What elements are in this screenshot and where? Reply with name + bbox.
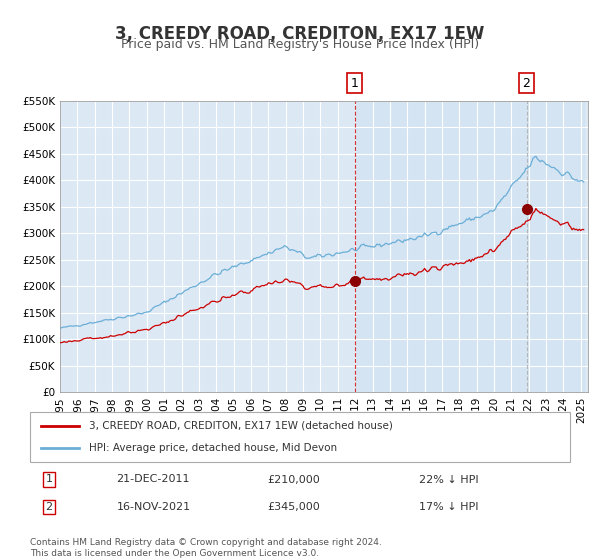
Text: 17% ↓ HPI: 17% ↓ HPI [419, 502, 478, 512]
Bar [355, 101, 584, 392]
Text: 3, CREEDY ROAD, CREDITON, EX17 1EW (detached house): 3, CREEDY ROAD, CREDITON, EX17 1EW (deta… [89, 421, 393, 431]
Text: 3, CREEDY ROAD, CREDITON, EX17 1EW: 3, CREEDY ROAD, CREDITON, EX17 1EW [115, 25, 485, 43]
Text: 2: 2 [46, 502, 52, 512]
Text: 16-NOV-2021: 16-NOV-2021 [116, 502, 191, 512]
Text: 22% ↓ HPI: 22% ↓ HPI [419, 474, 478, 484]
Text: 1: 1 [350, 77, 359, 90]
Text: Contains HM Land Registry data © Crown copyright and database right 2024.: Contains HM Land Registry data © Crown c… [30, 538, 382, 547]
Text: Price paid vs. HM Land Registry's House Price Index (HPI): Price paid vs. HM Land Registry's House … [121, 38, 479, 51]
Text: £210,000: £210,000 [268, 474, 320, 484]
Text: £345,000: £345,000 [268, 502, 320, 512]
Text: This data is licensed under the Open Government Licence v3.0.: This data is licensed under the Open Gov… [30, 549, 319, 558]
Text: 1: 1 [46, 474, 52, 484]
FancyBboxPatch shape [30, 412, 570, 462]
Text: 21-DEC-2011: 21-DEC-2011 [116, 474, 190, 484]
Text: 2: 2 [523, 77, 530, 90]
Text: HPI: Average price, detached house, Mid Devon: HPI: Average price, detached house, Mid … [89, 443, 338, 453]
